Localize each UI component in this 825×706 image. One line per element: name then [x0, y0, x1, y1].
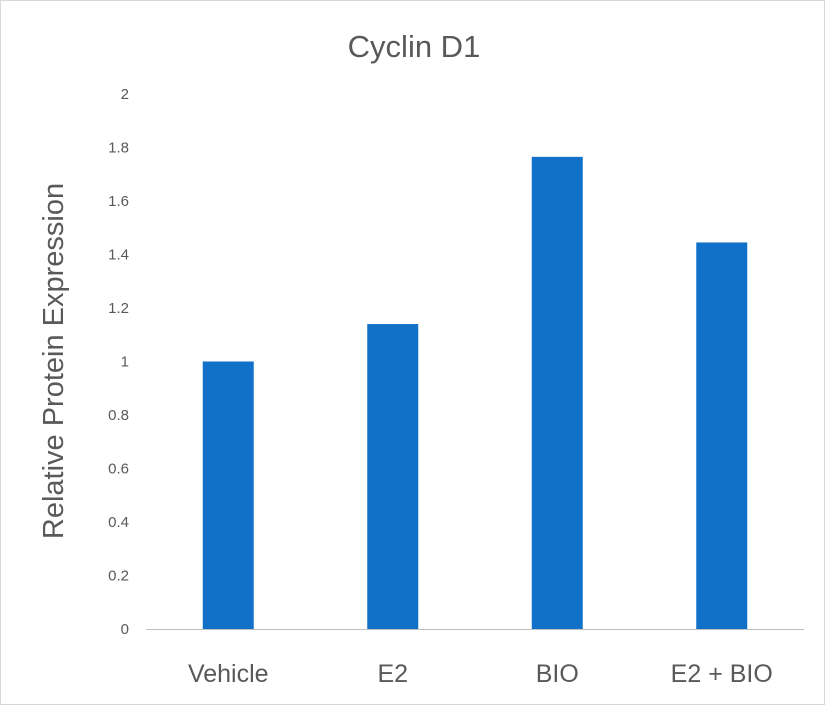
bar-e2-bio	[696, 242, 748, 629]
y-tick-label: 1	[121, 354, 129, 371]
x-tick-label: E2	[377, 660, 408, 688]
x-axis-ticks: Vehicle E2 BIO E2 + BIO	[188, 660, 773, 688]
y-axis-ticks: 0 0.2 0.4 0.6 0.8 1 1.2 1.4 1.6 1.8 2	[108, 86, 129, 638]
y-tick-label: 0	[121, 621, 129, 638]
y-tick-label: 1.6	[108, 193, 129, 210]
bar-bio	[531, 156, 583, 630]
y-tick-label: 0.4	[108, 514, 129, 531]
y-axis-label: Relative Protein Expression	[38, 183, 70, 539]
y-tick-label: 1.2	[108, 300, 129, 317]
bar-vehicle	[202, 361, 254, 629]
chart-title: Cyclin D1	[348, 29, 481, 64]
bar-e2	[367, 324, 419, 629]
y-tick-label: 2	[121, 86, 129, 103]
y-tick-label: 1.4	[108, 247, 129, 264]
y-tick-label: 0.6	[108, 461, 129, 478]
y-tick-label: 0.2	[108, 568, 129, 585]
y-tick-label: 1.8	[108, 140, 129, 157]
x-tick-label: E2 + BIO	[671, 660, 773, 688]
x-tick-label: Vehicle	[188, 660, 269, 688]
y-tick-label: 0.8	[108, 407, 129, 424]
bars	[202, 156, 748, 630]
x-tick-label: BIO	[536, 660, 579, 688]
